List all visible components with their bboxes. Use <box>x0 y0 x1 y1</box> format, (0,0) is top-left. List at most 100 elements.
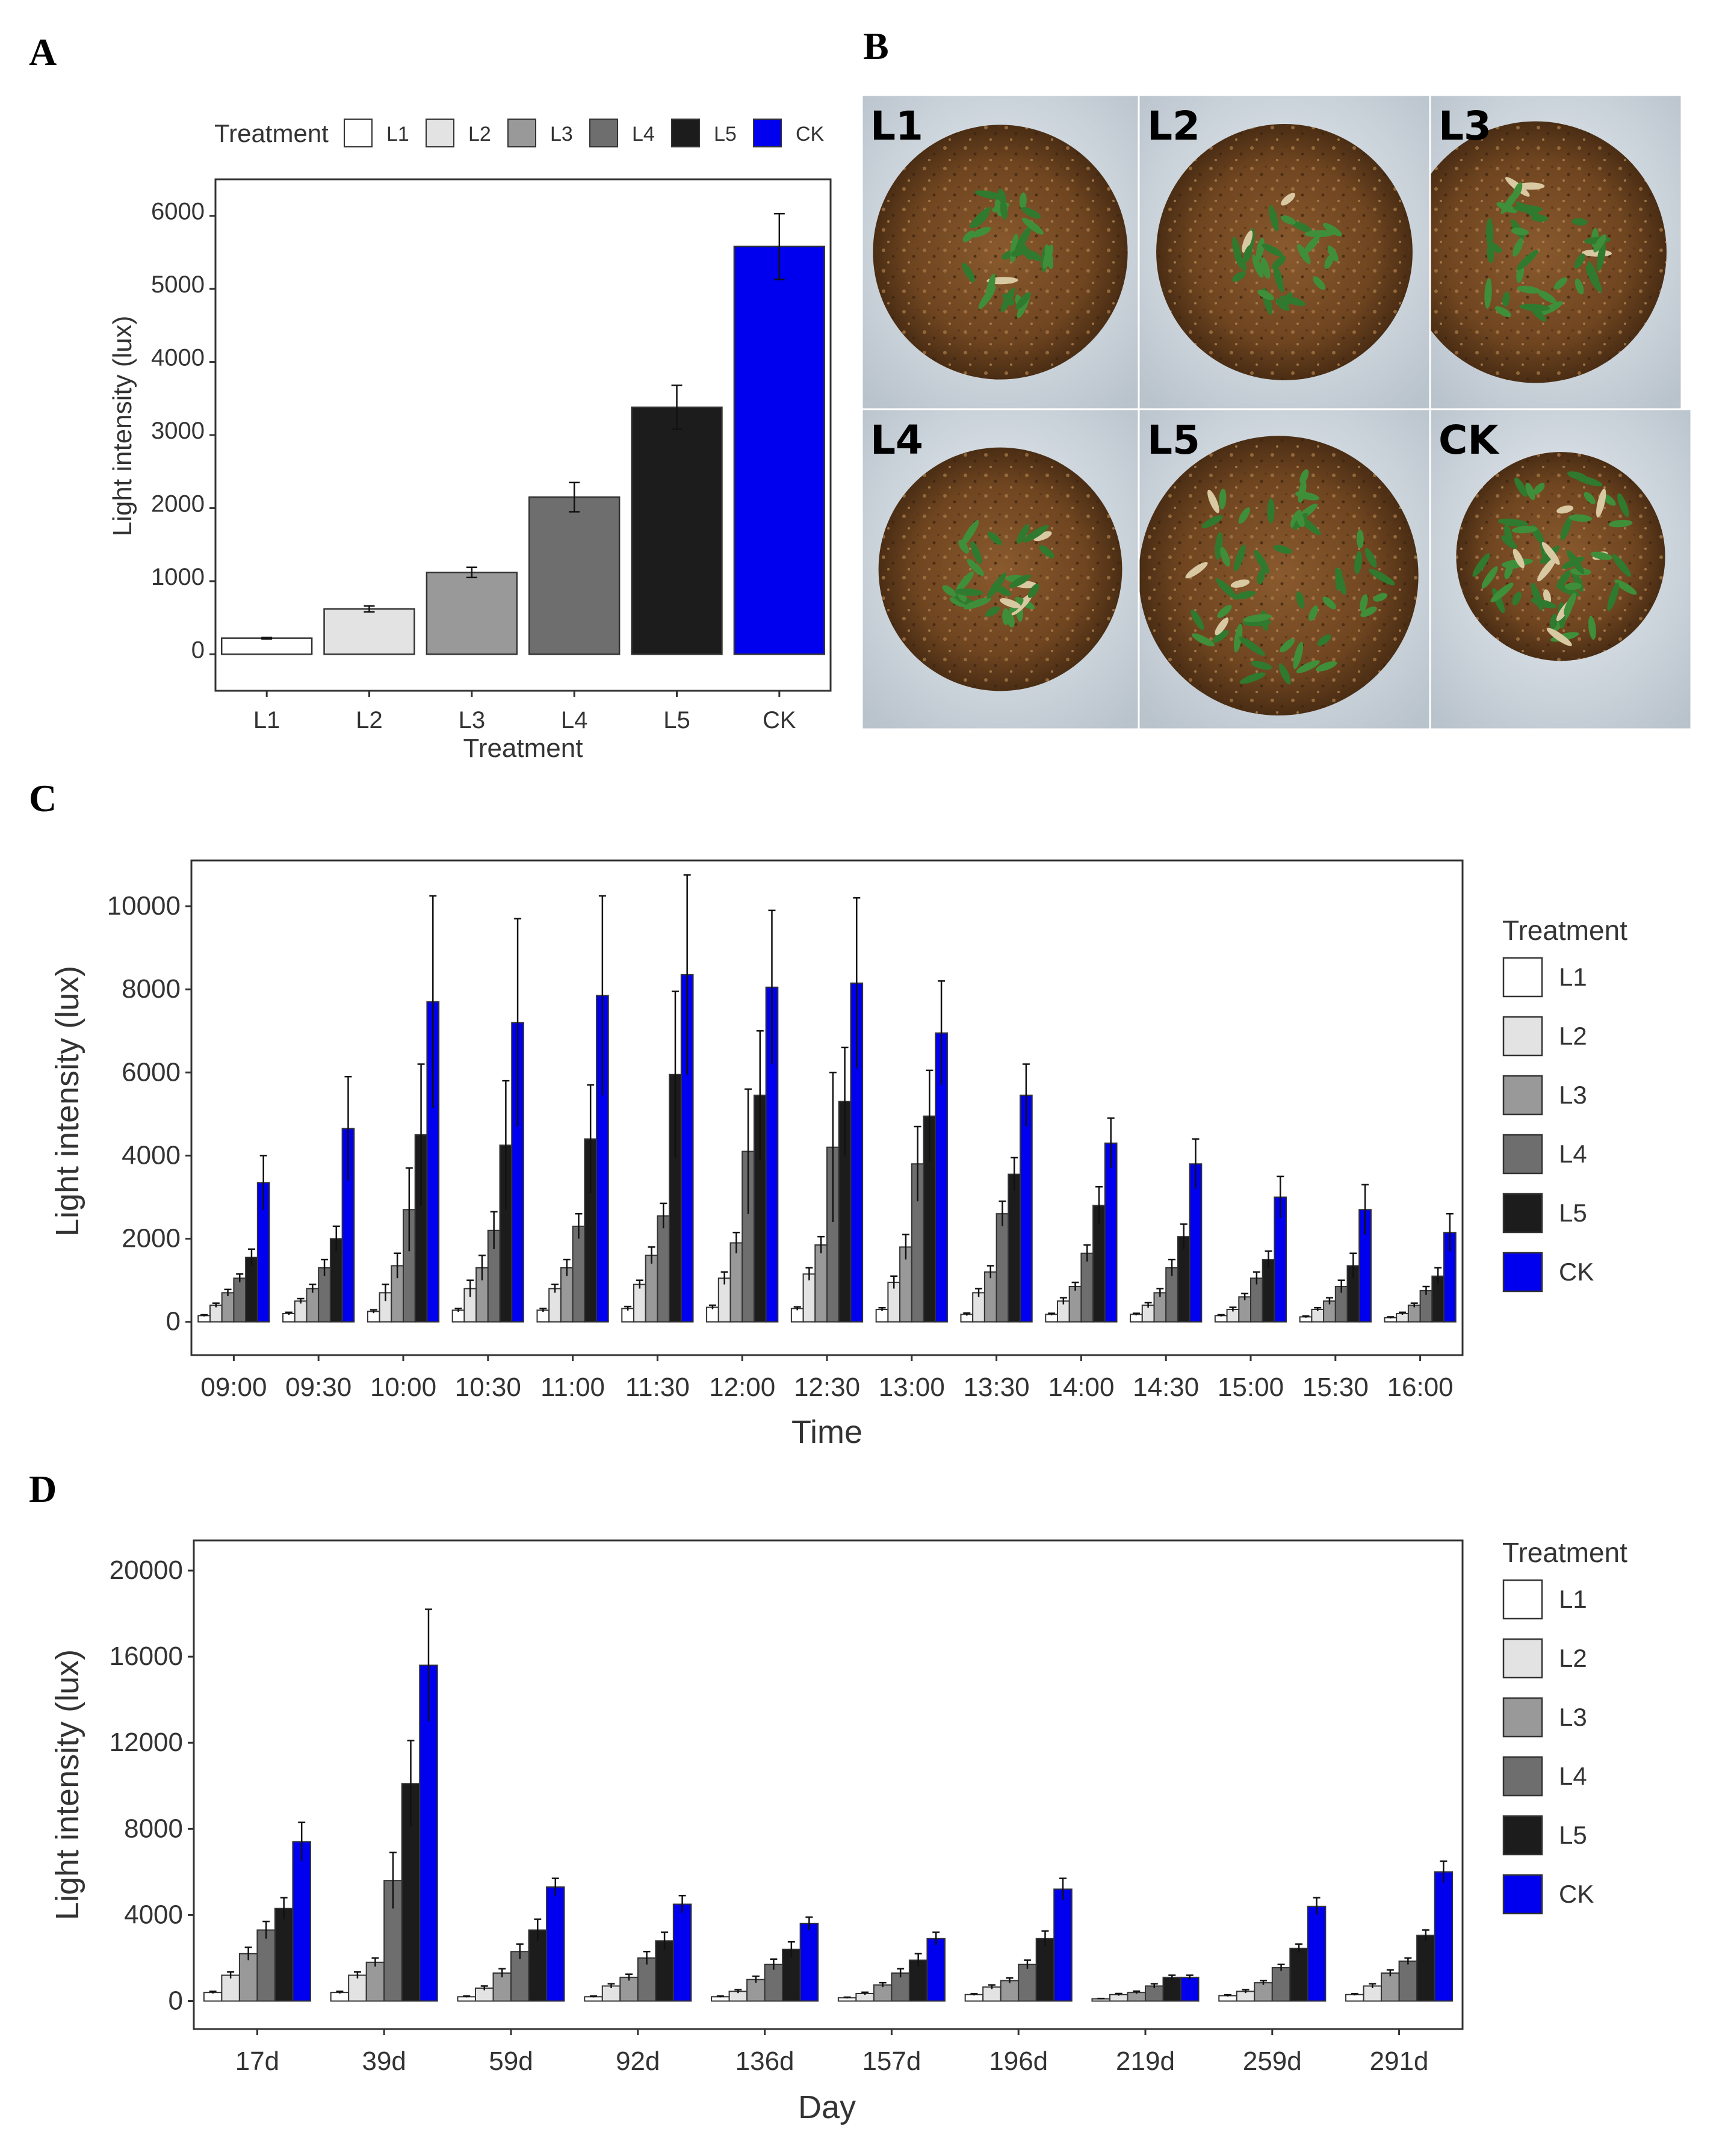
chart-c-bar-l3-09-00 <box>221 1292 235 1323</box>
chart-c-xtick-label-13-30: 13:30 <box>964 1373 1030 1402</box>
chart-c-bar-l1-09-00 <box>197 1315 211 1323</box>
photo-ck-leaf <box>1584 492 1596 504</box>
chart-a-ytick-label: 4000 <box>151 345 205 371</box>
chart-d-bar-ck-157d <box>926 1938 946 2002</box>
chart-c-legend-label-l3: L3 <box>1559 1081 1587 1109</box>
chart-d-xtick-label-259d: 259d <box>1243 2046 1302 2076</box>
chart-d-bar-l4-17d <box>256 1929 276 2002</box>
photo-l1-leaf <box>962 262 975 283</box>
photo-l5-leaf <box>1215 617 1229 635</box>
photo-l4-leaf <box>1016 524 1030 544</box>
chart-d-legend-key-ck <box>1502 1874 1543 1915</box>
chart-d-bar-l3-157d <box>873 1984 893 2002</box>
photo-l4-leaf <box>987 531 1002 545</box>
photo-ck-leaf <box>1541 542 1560 565</box>
photo-l1-leaf <box>1021 207 1041 219</box>
photo-l4-leaf <box>964 598 991 610</box>
photo-ck-leaf <box>1531 582 1544 611</box>
photo-l5-leaf <box>1295 492 1320 501</box>
chart-c-ytick-label: 0 <box>166 1307 181 1336</box>
chart-c-bar-l2-12-30 <box>802 1273 816 1323</box>
chart-a-marks: 0 1000 2000 3000 4000 5000 6000 L1 L2 L3 L4 L5 CK <box>151 199 826 734</box>
chart-d-bar-l3-39d <box>365 1962 385 2002</box>
chart-c-bar-l1-11-00 <box>536 1309 550 1323</box>
photo-l5-leaf <box>1235 590 1256 599</box>
chart-d-legend-label-l2: L2 <box>1559 1644 1587 1672</box>
panel-letter-a: A <box>29 31 57 73</box>
chart-c-xtick-label-09-30: 09:30 <box>285 1373 351 1402</box>
chart-d-bar-l2-291d <box>1363 1985 1383 2002</box>
photo-l1-leaf <box>1021 217 1044 235</box>
chart-c-bar-l3-12-30 <box>814 1244 828 1323</box>
chart-a-bar-l1 <box>220 637 313 655</box>
chart-d-ylabel: Light intensity (lux) <box>49 1649 85 1920</box>
photo-ck-leaf <box>1556 570 1571 588</box>
chart-d-xtick-label-136d: 136d <box>735 2046 794 2076</box>
chart-c-ytick-label: 10000 <box>107 891 181 921</box>
photo-l4-leaf <box>1002 608 1010 625</box>
chart-c-xtick-label-14-30: 14:30 <box>1133 1373 1199 1402</box>
photo-l5-leaf <box>1273 545 1292 554</box>
chart-d-legend-label-l4: L4 <box>1559 1762 1587 1790</box>
chart-c-bar-l4-16-00 <box>1419 1290 1433 1323</box>
photo-l5-label: L5 <box>1147 417 1200 463</box>
chart-c-bar-l2-11-00 <box>548 1288 562 1323</box>
photo-l4-leaf <box>1009 574 1031 588</box>
panel-letter-b: B <box>863 25 889 67</box>
chart-c-bar-l4-13-30 <box>996 1213 1009 1323</box>
chart-c-legend-key-l3 <box>1502 1075 1543 1116</box>
photo-l5-leaf <box>1254 550 1270 574</box>
photo-l5: L5 <box>1138 408 1431 731</box>
chart-a-xtick-label-ck: CK <box>763 707 796 734</box>
photo-l3-content <box>1430 95 1682 409</box>
chart-d-xtick-label-157d: 157d <box>862 2046 921 2076</box>
chart-a-ytick-label: 0 <box>191 637 205 663</box>
chart-c-legend-label-l2: L2 <box>1559 1022 1587 1050</box>
photo-l3-leaf <box>1554 277 1567 290</box>
chart-d-legend-label-l3: L3 <box>1559 1703 1587 1731</box>
photo-l1: L1 <box>861 94 1140 410</box>
photo-l2-leaf <box>1260 257 1271 279</box>
photo-l5-leaf <box>1212 630 1229 643</box>
photo-ck-leaf <box>1533 483 1545 495</box>
chart-c-bar-l1-15-00 <box>1214 1315 1228 1323</box>
photo-l2-leaf <box>1269 205 1279 232</box>
photo-l5-leaf <box>1257 568 1265 585</box>
chart-c-bar-l1-12-00 <box>706 1306 719 1323</box>
photo-l3-leaf <box>1486 217 1494 249</box>
chart-c-xtick-label-11-30: 11:30 <box>625 1373 690 1402</box>
photo-l3-leaf <box>1516 250 1538 271</box>
chart-c-bar-l2-09-00 <box>209 1305 223 1323</box>
photo-l5-content <box>1139 409 1430 729</box>
chart-d-bar-ck-17d <box>292 1841 311 2002</box>
chart-d-legend-title: Treatment <box>1502 1537 1627 1568</box>
photo-ck-leaf <box>1564 593 1576 616</box>
photo-l1-leaf <box>1015 292 1031 310</box>
chart-d-legend-key-l4 <box>1502 1756 1543 1797</box>
photo-ck-leaf <box>1614 579 1637 595</box>
photo-ck-leaf <box>1481 566 1498 589</box>
photo-l4-leaf <box>954 588 983 596</box>
photo-l3-leaf <box>1519 303 1550 312</box>
chart-c-bar-l4-14-00 <box>1080 1252 1094 1323</box>
chart-a-legend-label-l4: L4 <box>632 123 655 146</box>
photo-ck-leaf <box>1550 614 1558 629</box>
chart-d-bar-ck-196d <box>1053 1888 1073 2002</box>
photo-l5-leaf <box>1207 489 1219 513</box>
chart-c-bar-l4-15-00 <box>1250 1277 1263 1323</box>
photo-l5-leaf <box>1251 661 1272 670</box>
photo-l5-leaf <box>1234 623 1243 653</box>
chart-d-bar-l3-136d <box>746 1978 766 2002</box>
photo-l3-leaf <box>1575 278 1584 295</box>
chart-d-bar-l4-259d <box>1271 1967 1291 2002</box>
photo-l5-leaf <box>1354 551 1362 575</box>
photo-ck-leaf <box>1590 551 1612 560</box>
photo-l4-leaf <box>1023 525 1049 543</box>
photo-l2-label: L2 <box>1147 103 1200 149</box>
photo-ck-frame <box>1429 408 1692 731</box>
photo-l2-content <box>1139 95 1430 409</box>
chart-c-xtick-label-16-00: 16:00 <box>1387 1373 1454 1402</box>
chart-c-bar-l2-11-30 <box>633 1283 646 1323</box>
photo-ck-leaf <box>1568 514 1593 522</box>
chart-c-bar-l4-11-30 <box>657 1215 670 1323</box>
